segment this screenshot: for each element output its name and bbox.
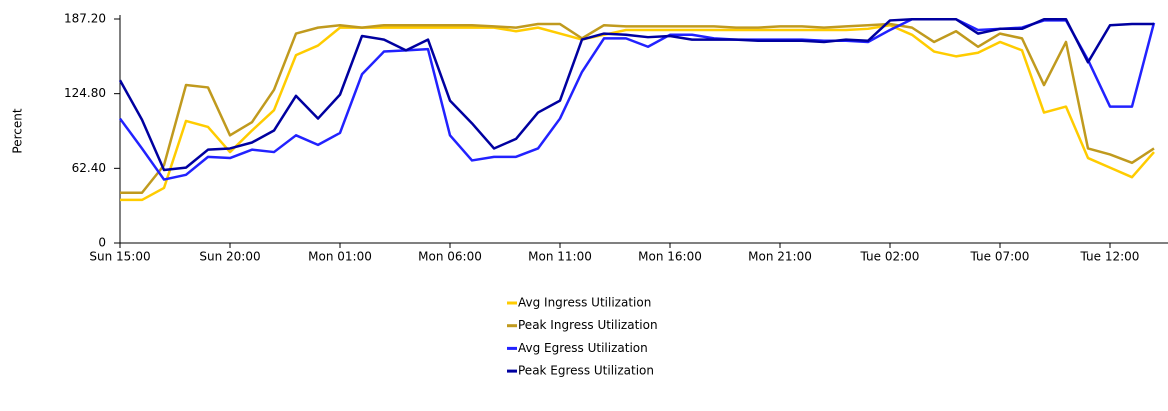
x-tick-label: Mon 01:00 xyxy=(308,250,372,264)
y-tick-label: 124.80 xyxy=(64,86,106,100)
legend-label: Peak Ingress Utilization xyxy=(518,318,658,332)
series-line xyxy=(118,17,1154,172)
x-tick-label: Sun 20:00 xyxy=(199,250,260,264)
y-tick-label: 62.40 xyxy=(72,161,106,175)
legend-label: Avg Ingress Utilization xyxy=(518,296,651,310)
y-tick-label: 187.20 xyxy=(64,12,106,26)
y-axis-label: Percent xyxy=(11,108,25,153)
series-line xyxy=(120,23,1155,202)
x-tick-label: Tue 02:00 xyxy=(860,250,920,264)
x-tick-label: Sun 15:00 xyxy=(89,250,150,264)
x-tick-label: Mon 16:00 xyxy=(638,250,702,264)
x-tick-label: Tue 07:00 xyxy=(970,250,1030,264)
y-tick-label: 0 xyxy=(98,236,106,250)
x-tick-label: Tue 12:00 xyxy=(1080,250,1140,264)
legend-label: Peak Egress Utilization xyxy=(518,364,654,378)
legend-label: Avg Egress Utilization xyxy=(518,341,648,355)
x-tick-label: Mon 11:00 xyxy=(528,250,592,264)
series-line xyxy=(120,22,1155,194)
x-tick-label: Mon 06:00 xyxy=(418,250,482,264)
x-tick-label: Mon 21:00 xyxy=(748,250,812,264)
series-line xyxy=(118,17,1156,181)
